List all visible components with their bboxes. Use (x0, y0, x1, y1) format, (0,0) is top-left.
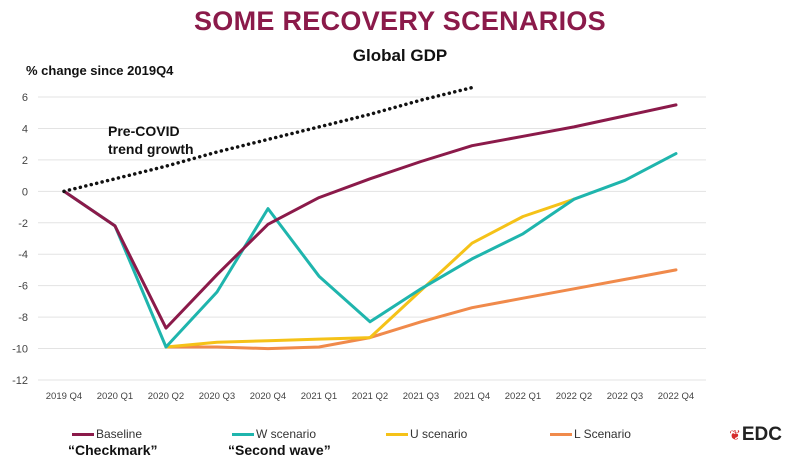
legend-label-w: W scenario (256, 427, 317, 441)
x-tick-label: 2019 Q4 (46, 391, 82, 402)
x-tick-label: 2021 Q1 (301, 391, 337, 402)
y-axis-ticks: -12 -10 -8 -6 -4 -2 0 2 4 6 (12, 92, 28, 387)
legend-w: W scenario (232, 427, 316, 443)
y-tick-label: 0 (22, 186, 28, 198)
x-tick-label: 2020 Q1 (97, 391, 133, 402)
y-tick-label: -6 (18, 281, 28, 293)
series-line-w-scenario (62, 152, 678, 349)
x-tick-label: 2021 Q4 (454, 391, 490, 402)
y-tick-label: 2 (22, 155, 28, 167)
w-nickname: “Second wave” (228, 442, 331, 458)
x-tick-label: 2020 Q3 (199, 391, 235, 402)
x-tick-label: 2022 Q4 (658, 391, 694, 402)
x-tick-label: 2022 Q2 (556, 391, 592, 402)
y-tick-label: 4 (22, 123, 28, 135)
x-tick-label: 2022 Q1 (505, 391, 541, 402)
series-lines (62, 85, 678, 351)
legend-label-u: U scenario (410, 427, 468, 441)
legend-swatch-baseline (72, 433, 94, 437)
y-tick-label: -12 (12, 375, 28, 387)
maple-leaf-icon: ❦ (729, 427, 741, 443)
y-tick-label: -10 (12, 344, 28, 356)
baseline-nickname: “Checkmark” (68, 442, 158, 458)
trend-annotation: Pre-COVID trend growth (108, 122, 194, 158)
trend-annotation-line1: Pre-COVID (108, 123, 180, 139)
legend-swatch-w (232, 433, 254, 437)
legend-label-baseline: Baseline (96, 427, 143, 441)
legend-l: L Scenario (550, 427, 631, 443)
chart-subtitle: Global GDP (352, 46, 448, 65)
legend-u: U scenario (386, 427, 467, 443)
x-tick-label: 2022 Q3 (607, 391, 643, 402)
edc-logo: ❦EDC (729, 424, 782, 446)
series-line-u-scenario (164, 197, 576, 349)
legend-label-l: L Scenario (574, 427, 631, 441)
legend-swatch-u (386, 433, 408, 437)
legend-swatch-l (550, 433, 572, 437)
trend-annotation-line2: trend growth (108, 141, 194, 157)
legend-baseline: Baseline (72, 427, 142, 443)
x-axis-ticks: 2019 Q4 2020 Q1 2020 Q2 2020 Q3 2020 Q4 2021 … (46, 391, 694, 402)
series-line-baseline (62, 103, 678, 330)
logo-text: EDC (741, 424, 782, 445)
y-axis-label: % change since 2019Q4 (26, 63, 174, 78)
y-tick-label: -4 (18, 249, 28, 261)
x-tick-label: 2020 Q4 (250, 391, 286, 402)
x-tick-label: 2021 Q3 (403, 391, 439, 402)
x-tick-label: 2021 Q2 (352, 391, 388, 402)
series-line-l-scenario (164, 268, 678, 351)
y-tick-label: -2 (18, 218, 28, 230)
y-tick-label: -8 (18, 312, 28, 324)
chart-title: SOME RECOVERY SCENARIOS (194, 6, 606, 36)
y-tick-label: 6 (22, 92, 28, 104)
x-tick-label: 2020 Q2 (148, 391, 184, 402)
